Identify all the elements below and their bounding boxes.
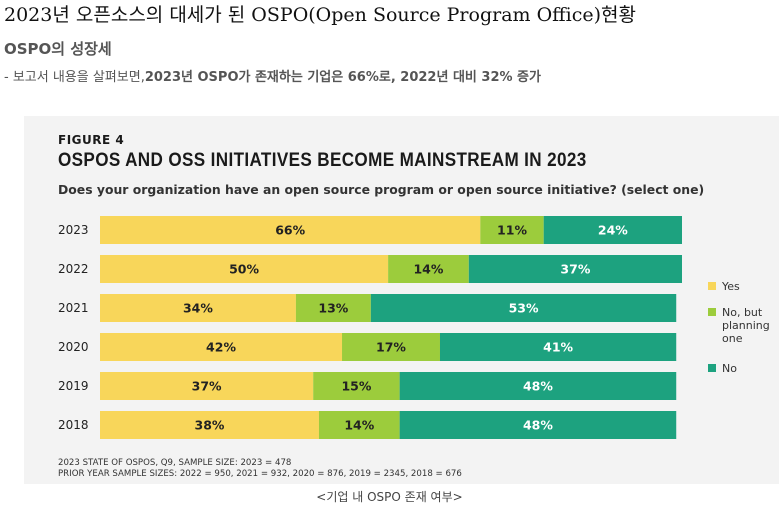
data-label-2020-2: 41% xyxy=(543,340,573,355)
summary-highlight: 2023년 OSPO가 존재하는 기업은 66%로, 2022년 대비 32% … xyxy=(144,70,541,85)
data-label-2023-0: 66% xyxy=(275,223,305,238)
bar-2018-yes xyxy=(100,411,319,439)
bar-2023-yes xyxy=(100,216,481,244)
data-label-2019-1: 15% xyxy=(341,379,371,394)
figure-label: FIGURE 4 xyxy=(58,133,125,147)
bar-2020-no xyxy=(439,333,677,361)
chart-subtitle: Does your organization have an open sour… xyxy=(58,182,705,197)
year-label-2019: 2019 xyxy=(58,379,89,393)
year-label-2018: 2018 xyxy=(58,418,89,432)
legend-swatch-2 xyxy=(708,364,716,372)
bar-2019-no xyxy=(399,372,677,400)
data-label-2022-1: 14% xyxy=(413,262,443,277)
data-label-2020-0: 42% xyxy=(206,340,236,355)
data-label-2019-0: 37% xyxy=(192,379,222,394)
legend-swatch-1 xyxy=(708,308,716,316)
section-subtitle: OSPO의 성장세 xyxy=(4,40,112,58)
bar-2021-no xyxy=(370,294,677,322)
data-label-2023-2: 24% xyxy=(598,223,628,238)
data-label-2018-2: 48% xyxy=(523,418,553,433)
year-label-2020: 2020 xyxy=(58,340,89,354)
bar-2018-no-but-planning-one xyxy=(318,411,400,439)
bar-2022-no xyxy=(468,255,682,283)
data-label-2021-2: 53% xyxy=(509,301,539,316)
figure-panel: FIGURE 4 OSPOS AND OSS INITIATIVES BECOM… xyxy=(24,116,779,484)
summary-line: - 보고서 내용을 살펴보면,2023년 OSPO가 존재하는 기업은 66%로… xyxy=(4,66,541,85)
footnote-sample-size: 2023 STATE OF OSPOS, Q9, SAMPLE SIZE: 20… xyxy=(58,458,292,468)
figure-caption: <기업 내 OSPO 존재 여부> xyxy=(316,490,463,504)
bar-2021-no-but-planning-one xyxy=(295,294,371,322)
legend-label-2: No xyxy=(722,362,737,375)
bar-2021-yes xyxy=(100,294,296,322)
footnote-prior-sample-sizes: PRIOR YEAR SAMPLE SIZES: 2022 = 950, 202… xyxy=(58,469,462,479)
year-label-2021: 2021 xyxy=(58,301,89,315)
page-heading: 2023년 오픈소스의 대세가 된 OSPO(Open Source Progr… xyxy=(4,4,636,26)
bar-2019-yes xyxy=(100,372,314,400)
data-label-2021-1: 13% xyxy=(318,301,348,316)
bar-2018-no xyxy=(399,411,677,439)
data-label-2023-1: 11% xyxy=(497,223,527,238)
legend-label-1: No, but planning one xyxy=(722,306,770,345)
data-label-2018-1: 14% xyxy=(344,418,374,433)
data-label-2022-2: 37% xyxy=(560,262,590,277)
legend-label-0: Yes xyxy=(721,280,740,293)
bar-2022-yes xyxy=(100,255,389,283)
bar-2023-no xyxy=(543,216,682,244)
summary-prefix: - 보고서 내용을 살펴보면, xyxy=(4,70,145,85)
bar-2023-no-but-planning-one xyxy=(480,216,544,244)
stacked-bar-chart: 2023 66% 11% 24% 2022 50% 14% 37% 2021 34% 13% 53% 2… xyxy=(58,216,770,439)
data-label-2020-1: 17% xyxy=(376,340,406,355)
bar-2019-no-but-planning-one xyxy=(313,372,400,400)
data-label-2019-2: 48% xyxy=(523,379,553,394)
year-label-2022: 2022 xyxy=(58,262,89,276)
year-label-2023: 2023 xyxy=(58,223,89,237)
legend-swatch-0 xyxy=(708,282,716,290)
bar-2020-yes xyxy=(100,333,343,361)
bar-2022-no-but-planning-one xyxy=(388,255,469,283)
bar-2020-no-but-planning-one xyxy=(342,333,440,361)
chart-title: OSPOS AND OSS INITIATIVES BECOME MAINSTR… xyxy=(58,150,587,171)
data-label-2021-0: 34% xyxy=(183,301,213,316)
data-label-2018-0: 38% xyxy=(195,418,225,433)
data-label-2022-0: 50% xyxy=(229,262,259,277)
